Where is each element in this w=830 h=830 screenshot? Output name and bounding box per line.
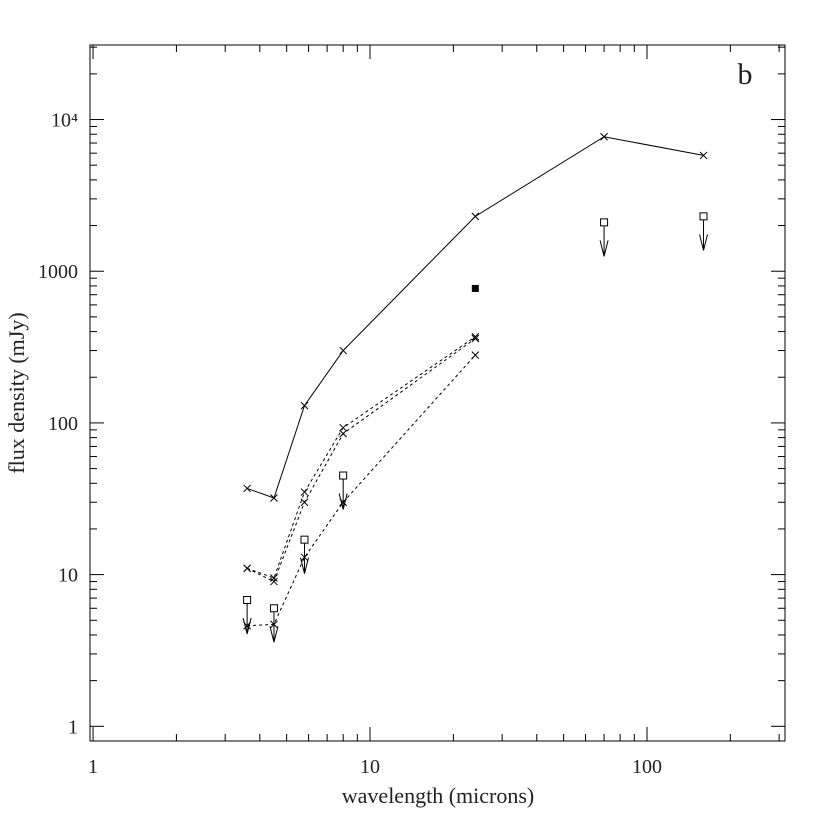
x-marker xyxy=(471,351,480,359)
x-marker xyxy=(471,334,480,343)
upper-limit-arrow xyxy=(242,604,252,635)
x-marker xyxy=(339,346,348,355)
x-marker xyxy=(699,151,708,160)
series-line xyxy=(246,338,476,583)
y-tick-label: 1 xyxy=(68,716,78,738)
series-line xyxy=(246,136,704,499)
x-tick-label: 100 xyxy=(632,756,662,778)
series-line xyxy=(246,336,476,579)
y-tick-label: 100 xyxy=(48,413,78,435)
upper-limit-square xyxy=(600,218,609,227)
panel-label: b xyxy=(738,58,753,91)
x-marker xyxy=(600,132,608,141)
upper-limit-arrow xyxy=(300,543,309,574)
upper-limit-square xyxy=(699,212,708,221)
x-marker xyxy=(471,332,480,341)
upper-limit-arrow xyxy=(338,479,348,510)
series-line xyxy=(247,354,476,627)
upper-limit-arrow xyxy=(269,612,279,643)
x-marker xyxy=(471,212,480,221)
y-tick-label: 1000 xyxy=(38,261,78,283)
detection-square xyxy=(471,284,479,292)
upper-limit-square xyxy=(269,604,278,613)
upper-limit-arrow xyxy=(599,226,609,257)
upper-limit-square xyxy=(339,471,348,480)
x-axis-label: wavelength (microns) xyxy=(342,783,534,808)
y-axis-label: flux density (mJy) xyxy=(4,312,29,473)
x-tick-label: 10 xyxy=(360,756,380,778)
upper-limit-square xyxy=(300,535,309,544)
x-tick-label: 1 xyxy=(88,756,98,778)
x-marker xyxy=(243,564,251,573)
x-marker xyxy=(300,498,309,507)
upper-limit-square xyxy=(243,596,252,605)
upper-limit-arrow xyxy=(699,220,709,251)
y-tick-label: 10⁴ xyxy=(51,110,78,132)
x-marker xyxy=(243,484,251,493)
x-marker xyxy=(270,494,278,502)
x-marker xyxy=(300,401,309,410)
x-marker xyxy=(339,429,348,438)
y-tick-label: 10 xyxy=(58,565,78,587)
plot-frame xyxy=(89,44,786,742)
x-marker xyxy=(270,577,278,586)
x-marker xyxy=(339,423,348,432)
x-marker xyxy=(300,488,309,496)
